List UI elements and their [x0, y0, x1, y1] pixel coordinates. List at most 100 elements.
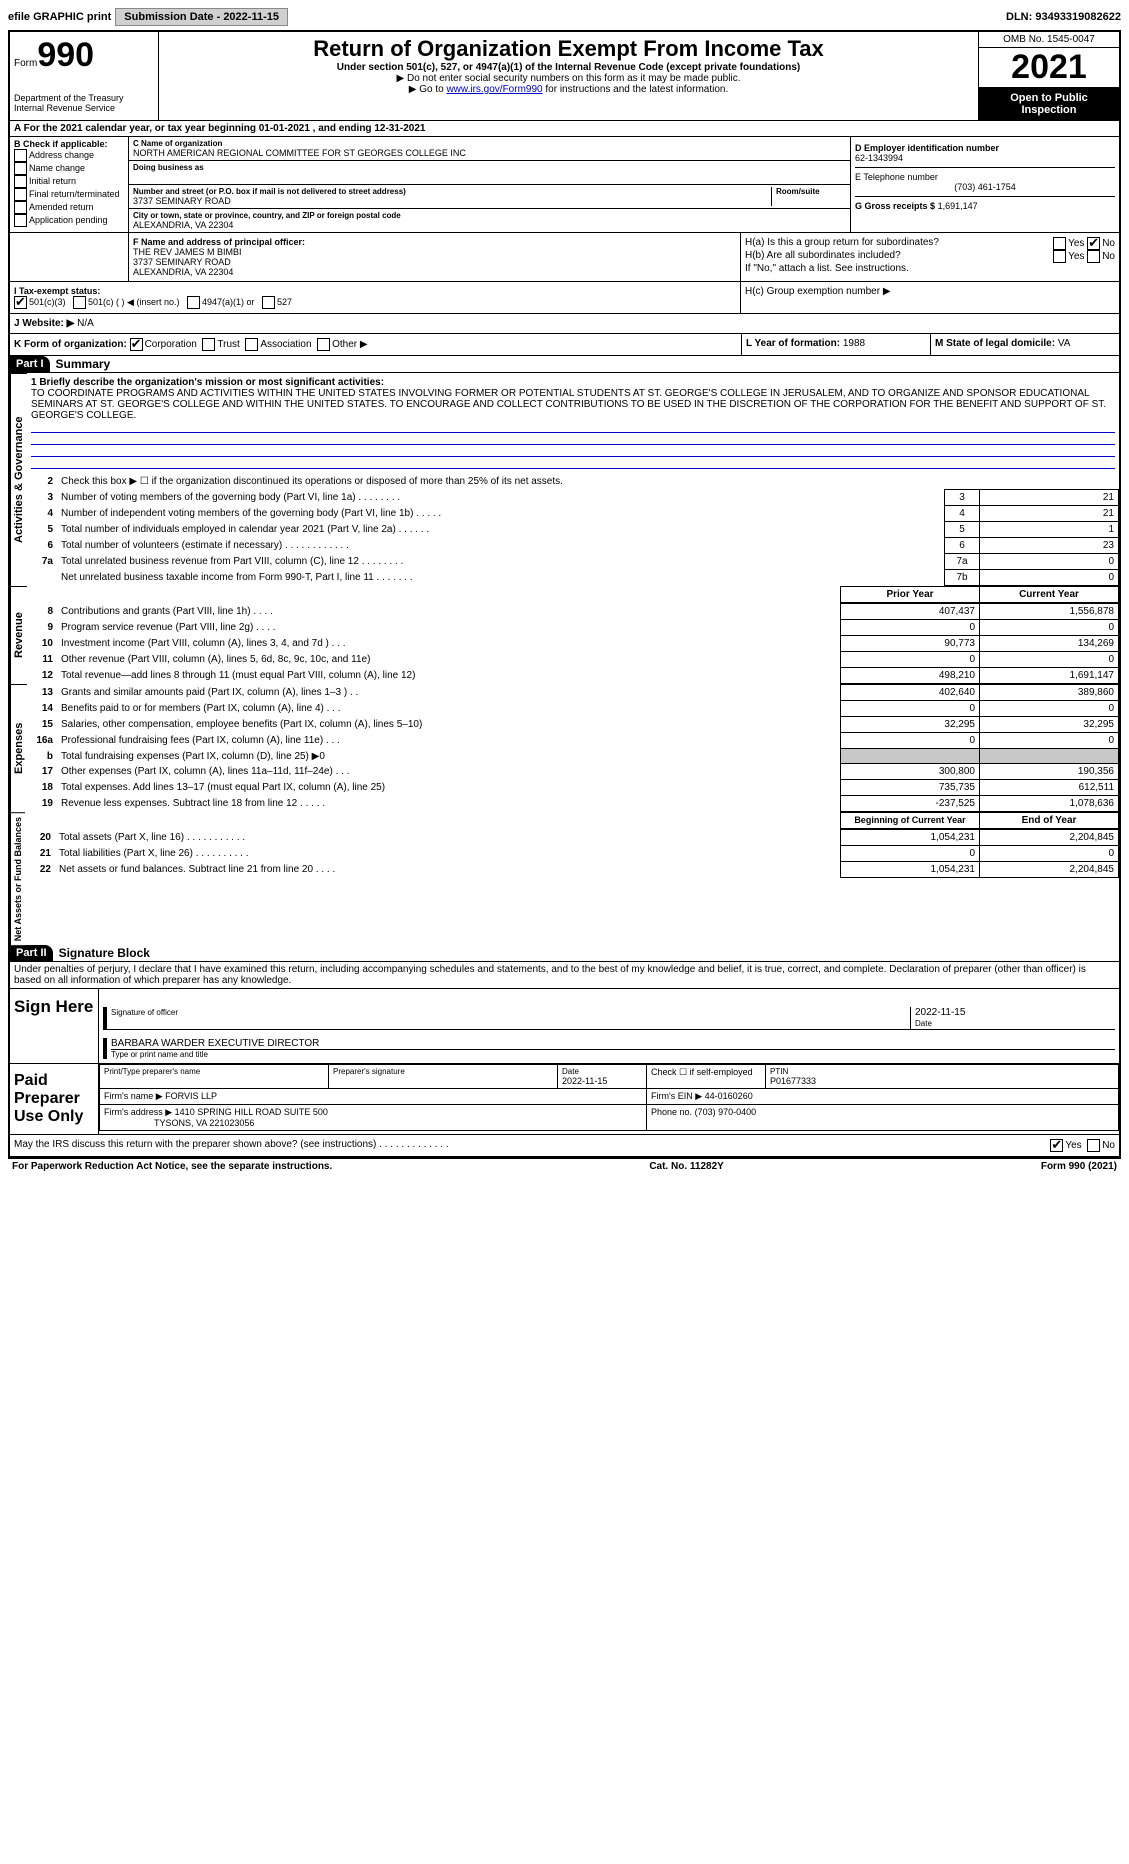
- current-value: 0: [980, 701, 1119, 717]
- line-box: 7b: [945, 570, 980, 586]
- line-number: 4: [27, 506, 57, 522]
- irs-label: Internal Revenue Service: [14, 103, 154, 113]
- 501c-checkbox[interactable]: [73, 296, 86, 309]
- header-right-block: OMB No. 1545-0047 2021 Open to Public In…: [978, 32, 1119, 120]
- current-value: 0: [980, 652, 1119, 668]
- officer-name-title: BARBARA WARDER EXECUTIVE DIRECTOR: [111, 1038, 1115, 1049]
- line-number: 9: [27, 620, 57, 636]
- side-label-revenue: Revenue: [10, 586, 27, 684]
- current-value: 1,556,878: [980, 604, 1119, 620]
- prior-value: 402,640: [841, 685, 980, 701]
- line-desc: Contributions and grants (Part VIII, lin…: [57, 604, 841, 620]
- current-value: 0: [980, 846, 1119, 862]
- 501c3-label: 501(c)(3): [29, 297, 66, 307]
- discuss-no: No: [1102, 1140, 1115, 1151]
- addr-change-checkbox[interactable]: [14, 149, 27, 162]
- current-value: 389,860: [980, 685, 1119, 701]
- line-desc: Investment income (Part VIII, column (A)…: [57, 636, 841, 652]
- discuss-yes-checkbox[interactable]: [1050, 1139, 1063, 1152]
- line-number: 10: [27, 636, 57, 652]
- other-checkbox[interactable]: [317, 338, 330, 351]
- irs-link[interactable]: www.irs.gov/Form990: [446, 84, 542, 95]
- current-value: 0: [980, 733, 1119, 749]
- dln-label: DLN: 93493319082622: [1006, 11, 1121, 23]
- app-pending-label: Application pending: [29, 215, 108, 225]
- line-number: 6: [27, 538, 57, 554]
- line-desc: Total number of volunteers (estimate if …: [57, 538, 945, 554]
- addr-change-label: Address change: [29, 150, 94, 160]
- amended-label: Amended return: [29, 202, 94, 212]
- part2-header: Part II: [10, 945, 53, 961]
- section-i: I Tax-exempt status: 501(c)(3) 501(c) ( …: [10, 282, 741, 313]
- trust-checkbox[interactable]: [202, 338, 215, 351]
- section-f: F Name and address of principal officer:…: [129, 233, 741, 281]
- line-box: 4: [945, 506, 980, 522]
- line-number: 15: [27, 717, 57, 733]
- ein-value: 62-1343994: [855, 153, 1115, 163]
- discuss-yes: Yes: [1065, 1140, 1081, 1151]
- line-number: 12: [27, 668, 57, 684]
- final-return-checkbox[interactable]: [14, 188, 27, 201]
- line-desc: Revenue less expenses. Subtract line 18 …: [57, 796, 841, 812]
- line-number: 18: [27, 780, 57, 796]
- line-desc: Total liabilities (Part X, line 26) . . …: [55, 846, 841, 862]
- goto-pre: ▶ Go to: [409, 84, 447, 95]
- sig-officer-label: Signature of officer: [111, 1008, 178, 1017]
- initial-return-checkbox[interactable]: [14, 175, 27, 188]
- prior-value: -237,525: [841, 796, 980, 812]
- name-change-label: Name change: [29, 163, 85, 173]
- line-box: 3: [945, 490, 980, 506]
- officer-addr2: ALEXANDRIA, VA 22304: [133, 267, 736, 277]
- current-value: 134,269: [980, 636, 1119, 652]
- line-number: 14: [27, 701, 57, 717]
- hb-yes-checkbox[interactable]: [1053, 250, 1066, 263]
- open-public-badge: Open to Public Inspection: [979, 88, 1119, 120]
- 4947-checkbox[interactable]: [187, 296, 200, 309]
- app-pending-checkbox[interactable]: [14, 214, 27, 227]
- prior-value: 0: [841, 620, 980, 636]
- line-desc: Net unrelated business taxable income fr…: [57, 570, 945, 586]
- ha-yes-checkbox[interactable]: [1053, 237, 1066, 250]
- assoc-checkbox[interactable]: [245, 338, 258, 351]
- part2-title: Signature Block: [53, 946, 150, 960]
- tax-exempt-label: I Tax-exempt status:: [14, 286, 100, 296]
- line-desc: Program service revenue (Part VIII, line…: [57, 620, 841, 636]
- line-number: 20: [25, 830, 55, 846]
- trust-label: Trust: [217, 339, 239, 350]
- website-value: N/A: [77, 318, 94, 329]
- tax-year: 2021: [979, 48, 1119, 88]
- current-value: 2,204,845: [980, 862, 1119, 878]
- ein-label: D Employer identification number: [855, 143, 1115, 153]
- side-label-governance: Activities & Governance: [10, 373, 27, 586]
- state-domicile-label: M State of legal domicile:: [935, 338, 1055, 349]
- officer-addr1: 3737 SEMINARY ROAD: [133, 257, 736, 267]
- line-number: 7a: [27, 554, 57, 570]
- line-box: 7a: [945, 554, 980, 570]
- line-desc: Benefits paid to or for members (Part IX…: [57, 701, 841, 717]
- ptin-value: P01677333: [770, 1076, 816, 1086]
- hb-label: H(b) Are all subordinates included?: [745, 250, 901, 263]
- year-formation: 1988: [843, 338, 865, 349]
- line-desc: Total revenue—add lines 8 through 11 (mu…: [57, 668, 841, 684]
- sig-date-label: Date: [915, 1019, 932, 1028]
- corp-label: Corporation: [145, 339, 197, 350]
- current-value: 2,204,845: [980, 830, 1119, 846]
- discuss-no-checkbox[interactable]: [1087, 1139, 1100, 1152]
- line-desc: Total number of individuals employed in …: [57, 522, 945, 538]
- submission-date-button[interactable]: Submission Date - 2022-11-15: [115, 8, 288, 26]
- amended-checkbox[interactable]: [14, 201, 27, 214]
- line-desc: Total assets (Part X, line 16) . . . . .…: [55, 830, 841, 846]
- hb-no-checkbox[interactable]: [1087, 250, 1100, 263]
- firm-name-label: Firm's name ▶: [104, 1091, 163, 1101]
- penalties-text: Under penalties of perjury, I declare th…: [10, 962, 1119, 989]
- name-change-checkbox[interactable]: [14, 162, 27, 175]
- 501c3-checkbox[interactable]: [14, 296, 27, 309]
- 527-checkbox[interactable]: [262, 296, 275, 309]
- ha-no-checkbox[interactable]: [1087, 237, 1100, 250]
- corp-checkbox[interactable]: [130, 338, 143, 351]
- line-value: 0: [980, 554, 1119, 570]
- discuss-label: May the IRS discuss this return with the…: [14, 1139, 449, 1152]
- line1-label: 1 Briefly describe the organization's mi…: [31, 377, 384, 388]
- line-number: 22: [25, 862, 55, 878]
- prep-sig-label: Preparer's signature: [333, 1067, 553, 1076]
